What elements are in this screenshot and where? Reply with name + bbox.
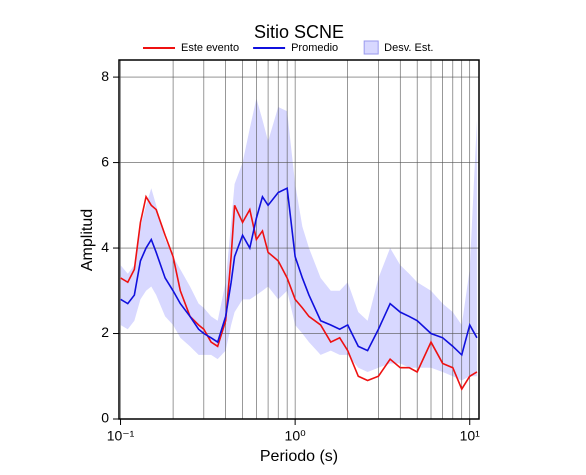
y-tick-label: 8 — [101, 68, 109, 84]
y-tick-label: 2 — [101, 324, 109, 340]
plot-frame — [118, 59, 480, 420]
x-axis-label: Periodo (s) — [260, 448, 338, 465]
chart-title: Sitio SCNE — [254, 22, 344, 42]
legend-label: Desv. Est. — [384, 42, 433, 54]
legend-swatch — [363, 40, 379, 55]
series-line — [120, 187, 478, 357]
x-tick-label: 10¹ — [460, 428, 481, 444]
y-axis-label: Amplitud — [79, 209, 96, 271]
x-tick-label: 10⁻¹ — [107, 428, 135, 444]
y-tick-label: 4 — [101, 239, 109, 255]
series-line — [120, 194, 478, 391]
x-tick-label: 10⁰ — [285, 428, 307, 444]
y-tick-label: 6 — [101, 153, 109, 169]
legend-label: Este evento — [181, 42, 239, 54]
y-tick-label: 0 — [101, 410, 109, 426]
legend-label: Promedio — [291, 42, 338, 54]
std-band — [120, 98, 477, 381]
